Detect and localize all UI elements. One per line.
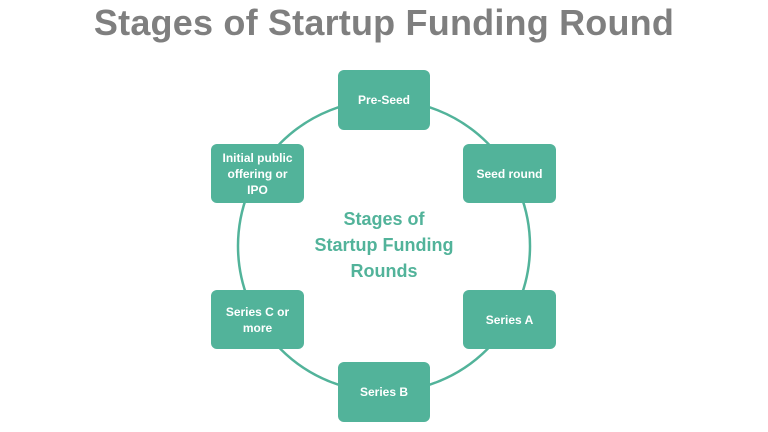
page-title: Stages of Startup Funding Round [93,2,675,43]
center-label-line: Stages of [343,209,425,229]
stage-series-b: Series B [338,362,430,422]
stage-label: Series C or more [225,304,290,335]
stage-pre-seed: Pre-Seed [338,70,430,130]
stage-label: Series A [485,312,534,327]
center-label: Stages of Startup Funding Rounds [294,206,474,284]
stage-label: Seed round [476,166,543,181]
stage-series-c: Series C or more [211,290,304,349]
stage-label: Series B [359,385,409,399]
center-label-line: Startup Funding [314,235,454,255]
stage-series-a: Series A [463,290,556,349]
stage-ipo: Initial public offering or IPO [211,144,304,203]
center-label-line: Rounds [350,261,418,281]
stage-label: Pre-Seed [357,93,411,107]
stage-label: Initial public offering or IPO [222,150,293,197]
stage-seed-round: Seed round [463,144,556,203]
